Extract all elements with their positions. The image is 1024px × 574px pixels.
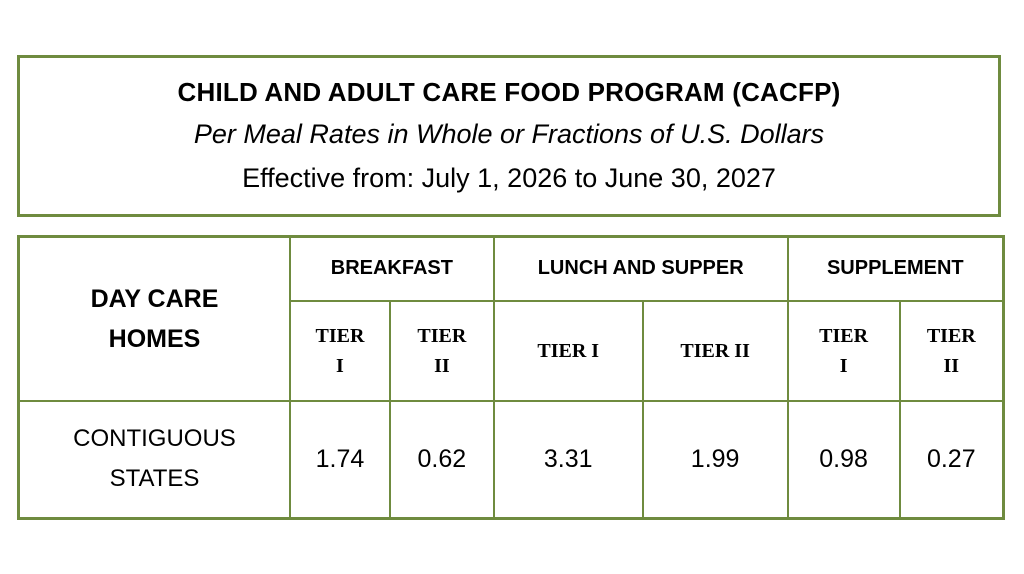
tier-cell: TIER II — [641, 299, 789, 402]
corner-label: DAY CARE HOMES — [90, 284, 219, 353]
tier-cell: TIER I — [288, 299, 391, 402]
value-cell: 1.99 — [641, 399, 789, 520]
group-supplement: SUPPLEMENT — [786, 235, 1005, 302]
value-cell: 0.98 — [786, 399, 901, 520]
group-breakfast: BREAKFAST — [288, 235, 495, 302]
tier-cell: TIER I — [786, 299, 901, 402]
group-label: SUPPLEMENT — [826, 257, 964, 280]
value-cell: 0.62 — [388, 399, 495, 520]
corner-cell: DAY CARE HOMES — [17, 235, 291, 402]
tier-label: TIER II — [680, 339, 750, 362]
table-row: CONTIGUOUS STATES 1.74 0.62 3.31 1.99 0.… — [17, 399, 1005, 520]
row-label: CONTIGUOUS STATES — [73, 425, 236, 493]
tier-cell: TIER II — [898, 299, 1005, 402]
rates-table: DAY CARE HOMES BREAKFAST LUNCH AND SUPPE… — [17, 235, 1005, 520]
tier-cell: TIER I — [492, 299, 644, 402]
rate-value: 0.62 — [417, 444, 467, 473]
row-label-cell: CONTIGUOUS STATES — [17, 399, 291, 520]
group-lunch-supper: LUNCH AND SUPPER — [492, 235, 789, 302]
value-cell: 0.27 — [898, 399, 1005, 520]
effective-dates: Effective from: July 1, 2026 to June 30,… — [242, 163, 776, 193]
page-title: CHILD AND ADULT CARE FOOD PROGRAM (CACFP… — [177, 77, 841, 107]
title-box: CHILD AND ADULT CARE FOOD PROGRAM (CACFP… — [17, 55, 1001, 217]
tier-cell: TIER II — [388, 299, 495, 402]
page-subtitle: Per Meal Rates in Whole or Fractions of … — [193, 119, 825, 149]
rate-value: 1.74 — [315, 444, 365, 473]
rate-value: 0.27 — [926, 444, 976, 473]
rate-value: 3.31 — [543, 444, 593, 473]
group-header-row: DAY CARE HOMES BREAKFAST LUNCH AND SUPPE… — [17, 235, 1005, 402]
tier-label: TIER I — [819, 324, 869, 377]
rate-value: 1.99 — [690, 444, 740, 473]
tier-label: TIER II — [926, 324, 976, 377]
group-label: LUNCH AND SUPPER — [537, 257, 744, 280]
value-cell: 3.31 — [492, 399, 644, 520]
tier-label: TIER II — [417, 324, 467, 377]
tier-header-row: TIER I TIER II TIER I TIER II TIER I TIE… — [19, 299, 1005, 402]
group-label: BREAKFAST — [330, 257, 453, 280]
value-cell: 1.74 — [288, 399, 391, 520]
tier-label: TIER I — [537, 339, 600, 362]
tier-label: TIER I — [315, 324, 365, 377]
rate-value: 0.98 — [819, 444, 868, 473]
